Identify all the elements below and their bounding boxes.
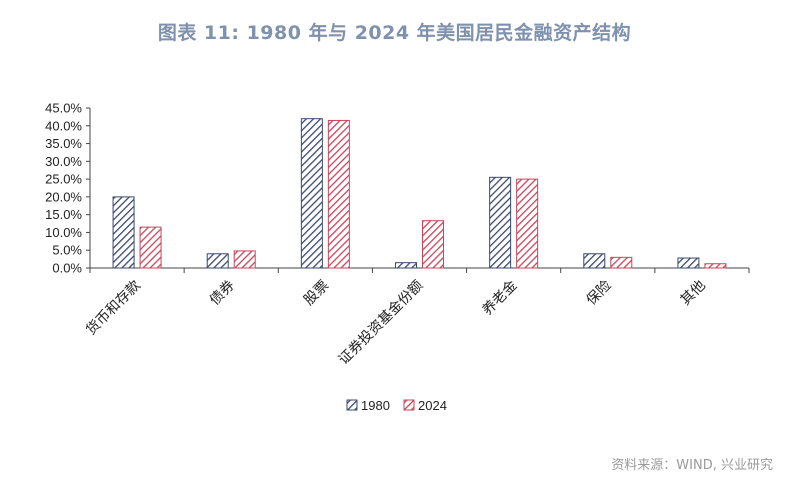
- legend-swatch-1980: [346, 399, 358, 411]
- y-tick-label: 20.0%: [45, 189, 82, 204]
- x-tick-label: 保险: [584, 278, 615, 309]
- y-tick-label: 45.0%: [45, 101, 82, 116]
- y-tick-label: 15.0%: [45, 207, 82, 222]
- bar-1980: [300, 118, 323, 269]
- x-tick-label: 证券投资基金份额: [335, 277, 426, 368]
- bar-2024: [422, 220, 444, 269]
- y-tick-label: 10.0%: [45, 225, 82, 240]
- bar-2024: [704, 263, 727, 269]
- y-tick-label: 40.0%: [45, 118, 82, 133]
- bar-1980: [206, 253, 229, 269]
- legend-label: 1980: [361, 398, 390, 413]
- y-tick-label: 30.0%: [45, 154, 82, 169]
- legend-swatch-2024: [403, 399, 415, 411]
- bar-2024: [327, 119, 350, 269]
- x-tick-label: 股票: [301, 278, 332, 309]
- source-note: 资料来源：WIND, 兴业研究: [611, 458, 773, 473]
- bar-2024: [610, 256, 633, 269]
- x-tick-label: 债券: [207, 278, 238, 309]
- bar-2024: [233, 250, 256, 269]
- y-tick-label: 25.0%: [45, 172, 82, 187]
- bar-1980: [583, 253, 606, 269]
- legend-label: 2024: [418, 398, 447, 413]
- bar-2024: [516, 178, 539, 269]
- bar-1980: [112, 196, 135, 269]
- x-tick-label: 其他: [678, 278, 709, 309]
- x-tick-label: 货币和存款: [82, 277, 144, 339]
- y-tick-label: 5.0%: [52, 243, 82, 258]
- y-tick-label: 35.0%: [45, 136, 82, 151]
- chart-title: 图表 11: 1980 年与 2024 年美国居民金融资产结构: [157, 22, 632, 44]
- axes: [86, 107, 750, 273]
- y-tick-label: 0.0%: [52, 261, 82, 276]
- bar-1980: [395, 262, 417, 269]
- legend: 1980 2024: [346, 398, 447, 413]
- bars: [112, 118, 727, 269]
- x-tick-label: 养老金: [479, 278, 520, 319]
- bar-1980: [677, 257, 700, 269]
- bar-2024: [139, 226, 162, 269]
- bar-1980: [489, 176, 512, 269]
